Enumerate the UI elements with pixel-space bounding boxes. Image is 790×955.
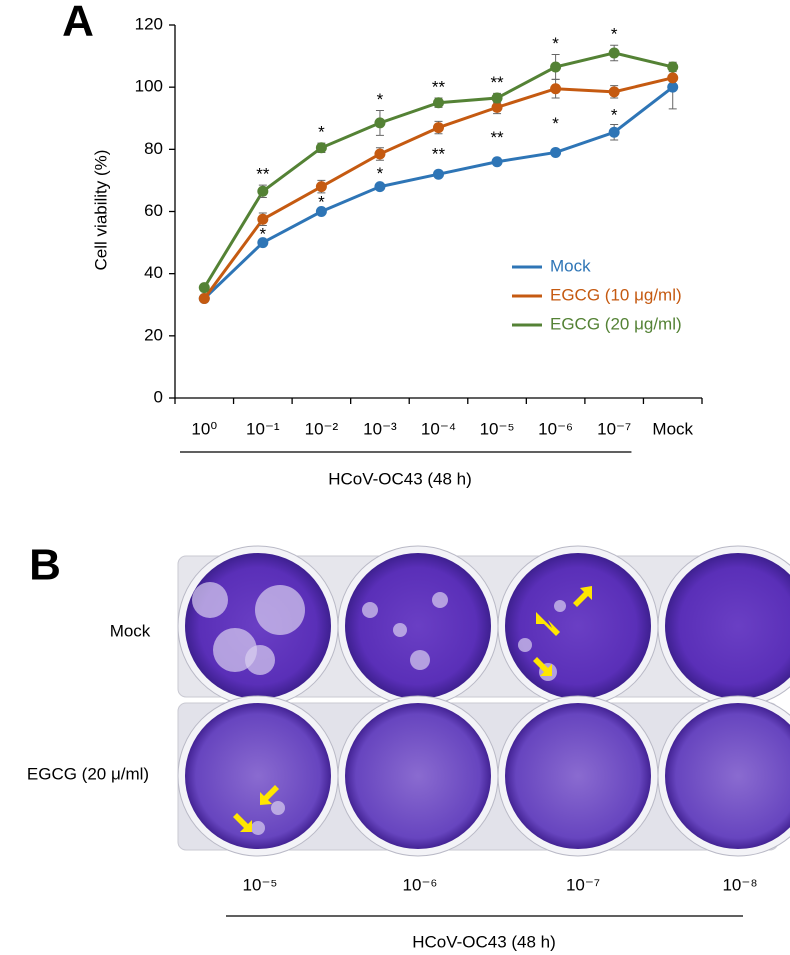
point	[374, 181, 386, 193]
y-tick-label: 0	[154, 387, 163, 406]
point	[667, 61, 679, 73]
point	[315, 142, 327, 154]
point	[608, 126, 620, 138]
plaque	[255, 585, 305, 635]
point	[257, 185, 269, 197]
y-tick-label: 60	[144, 201, 163, 220]
y-tick-label: 20	[144, 325, 163, 344]
plaque	[271, 801, 285, 815]
y-tick-label: 100	[135, 77, 163, 96]
significance: **	[432, 78, 446, 97]
x-tick-label: 10⁰	[191, 419, 217, 438]
significance: *	[377, 164, 384, 183]
well	[185, 553, 331, 699]
significance: *	[611, 25, 618, 44]
point	[315, 181, 327, 193]
x-tick-label: 10⁻¹	[246, 419, 280, 438]
point	[491, 101, 503, 113]
y-tick-label: 120	[135, 14, 163, 33]
point	[374, 117, 386, 129]
y-axis-title: Cell viability (%)	[91, 150, 110, 271]
legend-label: EGCG (10 μg/ml)	[550, 285, 682, 304]
plaque	[393, 623, 407, 637]
plaque	[362, 602, 378, 618]
point	[198, 293, 210, 305]
significance: **	[490, 73, 504, 92]
point	[257, 237, 269, 249]
x-tick-label: 10⁻²	[305, 419, 339, 438]
significance: **	[490, 128, 504, 147]
x-tick-label: 10⁻³	[363, 419, 397, 438]
well	[505, 703, 651, 849]
column-label: 10⁻⁵	[243, 875, 278, 894]
point	[667, 81, 679, 93]
x-tick-label: 10⁻⁵	[480, 419, 515, 438]
column-label: 10⁻⁶	[403, 875, 438, 894]
plaque	[518, 638, 532, 652]
point	[433, 122, 444, 134]
significance: *	[260, 224, 267, 243]
point	[550, 61, 562, 73]
x-axis-title: HCoV-OC43 (48 h)	[328, 469, 472, 488]
significance: *	[552, 34, 559, 53]
significance: *	[611, 106, 618, 125]
row-label: Mock	[110, 621, 151, 640]
well	[345, 703, 491, 849]
point	[491, 156, 503, 168]
point	[550, 146, 562, 158]
column-label: 10⁻⁸	[722, 875, 757, 894]
plaque	[432, 592, 448, 608]
point	[433, 168, 444, 180]
point	[257, 213, 269, 225]
significance: **	[256, 165, 270, 184]
point	[667, 72, 679, 84]
y-tick-label: 40	[144, 263, 163, 282]
x-tick-label: 10⁻⁷	[597, 419, 631, 438]
x-tick-label: 10⁻⁴	[421, 419, 456, 438]
plaque	[245, 645, 275, 675]
y-tick-label: 80	[144, 139, 163, 158]
plaque	[251, 821, 265, 835]
panel-label: B	[29, 541, 61, 590]
series-line	[203, 85, 674, 300]
well	[665, 703, 790, 849]
point	[198, 282, 210, 294]
legend-label: Mock	[550, 256, 591, 275]
point	[550, 83, 562, 95]
panel-b: B Mock EGCG (20 μ/ml) HCoV-OC43 (48 h)	[27, 541, 790, 951]
plaque	[554, 600, 566, 612]
plaque	[410, 650, 430, 670]
significance: *	[552, 114, 559, 133]
significance: *	[377, 90, 384, 109]
well	[185, 703, 331, 849]
plaque	[192, 582, 228, 618]
well	[505, 553, 651, 699]
point	[315, 206, 327, 217]
x-tick-label: Mock	[652, 419, 693, 438]
point	[608, 47, 620, 59]
legend-label: EGCG (20 μg/ml)	[550, 314, 682, 333]
point	[608, 86, 620, 98]
significance: *	[318, 193, 325, 212]
panel-label: A	[62, 0, 94, 46]
point	[374, 148, 386, 160]
well	[345, 553, 491, 699]
x-axis-title: HCoV-OC43 (48 h)	[412, 932, 556, 951]
row-label: EGCG (20 μ/ml)	[27, 764, 149, 783]
significance: **	[432, 144, 446, 163]
point	[433, 97, 444, 109]
series-line	[203, 76, 674, 300]
x-tick-label: 10⁻⁶	[538, 419, 573, 438]
column-label: 10⁻⁷	[566, 875, 600, 894]
well	[665, 553, 790, 699]
significance: *	[318, 123, 325, 142]
arrows	[233, 586, 592, 832]
point	[491, 92, 503, 104]
